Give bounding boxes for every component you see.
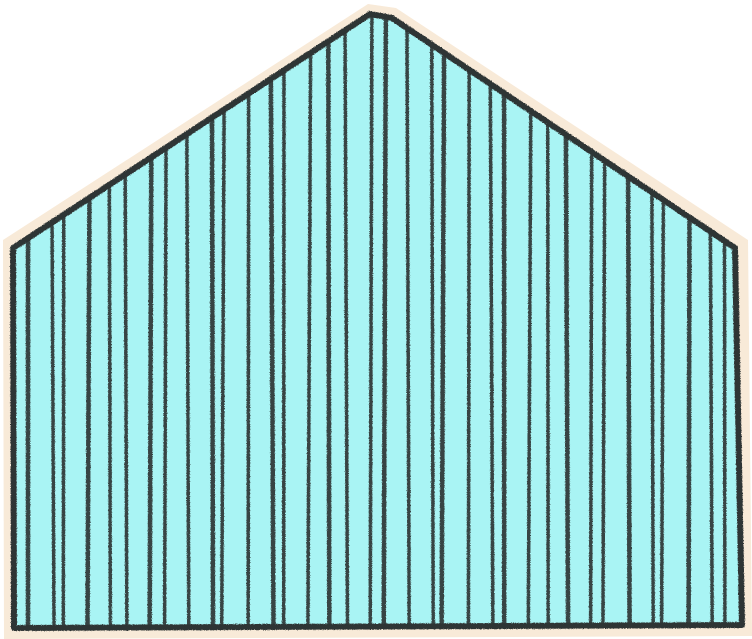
stripe-line <box>659 14 666 628</box>
stripe-line <box>601 14 608 628</box>
stripe-line <box>85 14 93 628</box>
stripe-line <box>466 14 472 628</box>
stripe-line <box>405 14 411 628</box>
stripe-line <box>439 14 447 628</box>
stripe-line <box>162 14 169 628</box>
stripe-line <box>488 14 495 628</box>
stripe-line <box>147 14 155 628</box>
stripe-line <box>588 14 594 628</box>
stripe-line <box>306 14 313 628</box>
stripe-line <box>107 14 113 628</box>
stripe-line <box>246 14 251 628</box>
stripe-line <box>122 14 129 628</box>
stripe-line <box>268 14 276 628</box>
stripe-line <box>722 14 727 628</box>
stripe-line <box>325 14 332 628</box>
stripe-line <box>381 14 389 628</box>
stripe-line <box>184 14 191 628</box>
house-outline <box>10 11 745 631</box>
stripe-line <box>61 14 66 628</box>
stripe-line <box>625 14 632 628</box>
stripe-line <box>429 14 435 628</box>
stripe-line <box>563 14 571 628</box>
stripe-line <box>209 14 216 628</box>
stripe-line <box>368 14 374 628</box>
stripe-line <box>545 14 550 628</box>
stripe-line <box>649 14 655 628</box>
house-fill <box>13 14 742 628</box>
stripe-line <box>343 14 350 628</box>
stripe-line <box>686 14 693 628</box>
